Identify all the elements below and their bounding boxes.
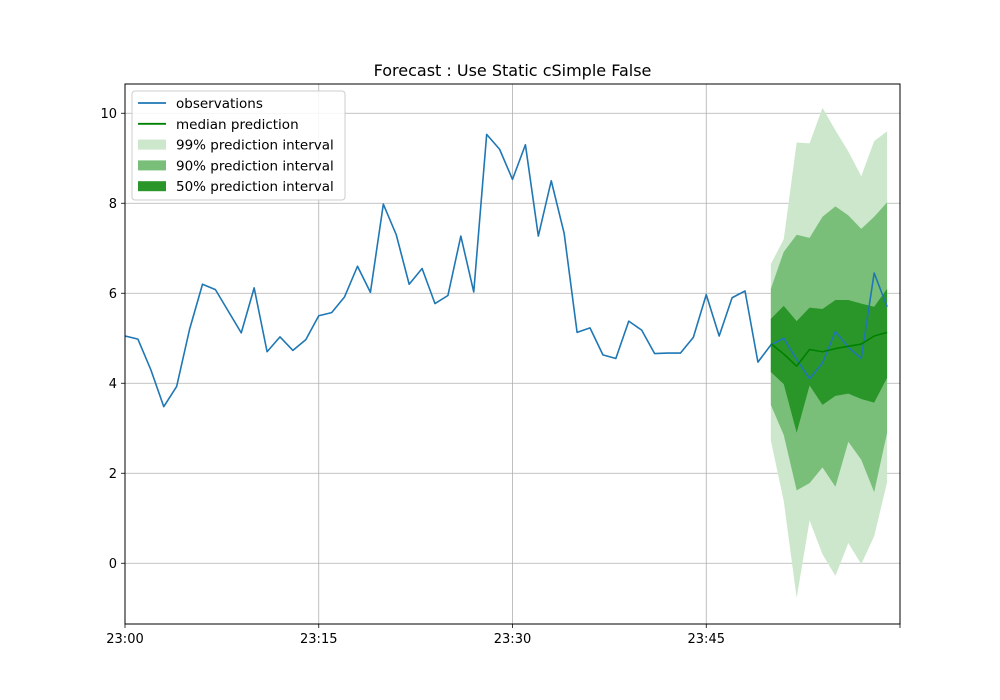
legend-swatch <box>138 139 166 150</box>
legend-label: median prediction <box>176 117 299 133</box>
y-tick-label: 0 <box>109 557 117 572</box>
y-tick-label: 10 <box>100 107 117 122</box>
x-tick-label: 23:00 <box>106 632 143 647</box>
grid <box>124 84 901 624</box>
legend-swatch <box>138 181 166 192</box>
legend-swatch <box>138 160 166 171</box>
x-tick-label: 23:30 <box>494 632 531 647</box>
y-tick-label: 2 <box>109 467 117 482</box>
legend: observations median prediction 99% predict… <box>131 90 346 201</box>
y-tick-label: 4 <box>109 377 117 392</box>
legend-label: 99% prediction interval <box>176 138 334 154</box>
x-tick-label: 23:45 <box>688 632 725 647</box>
legend-label: 50% prediction interval <box>176 179 334 195</box>
prediction-bands <box>770 107 888 598</box>
y-tick-label: 8 <box>109 197 117 212</box>
legend-box <box>131 90 346 201</box>
median-prediction-line <box>770 331 888 367</box>
observations-line <box>125 133 888 408</box>
axes: 23:00 23:15 23:30 23:45 0 2 4 6 8 10 <box>100 107 901 647</box>
y-tick-label: 6 <box>109 287 117 302</box>
chart-title: Forecast : Use Static cSimple False <box>374 61 652 80</box>
legend-label: 90% prediction interval <box>176 158 334 174</box>
legend-label: observations <box>176 96 263 112</box>
series-lines <box>125 133 888 408</box>
x-tick-label: 23:15 <box>300 632 337 647</box>
band-50-area <box>770 288 888 433</box>
